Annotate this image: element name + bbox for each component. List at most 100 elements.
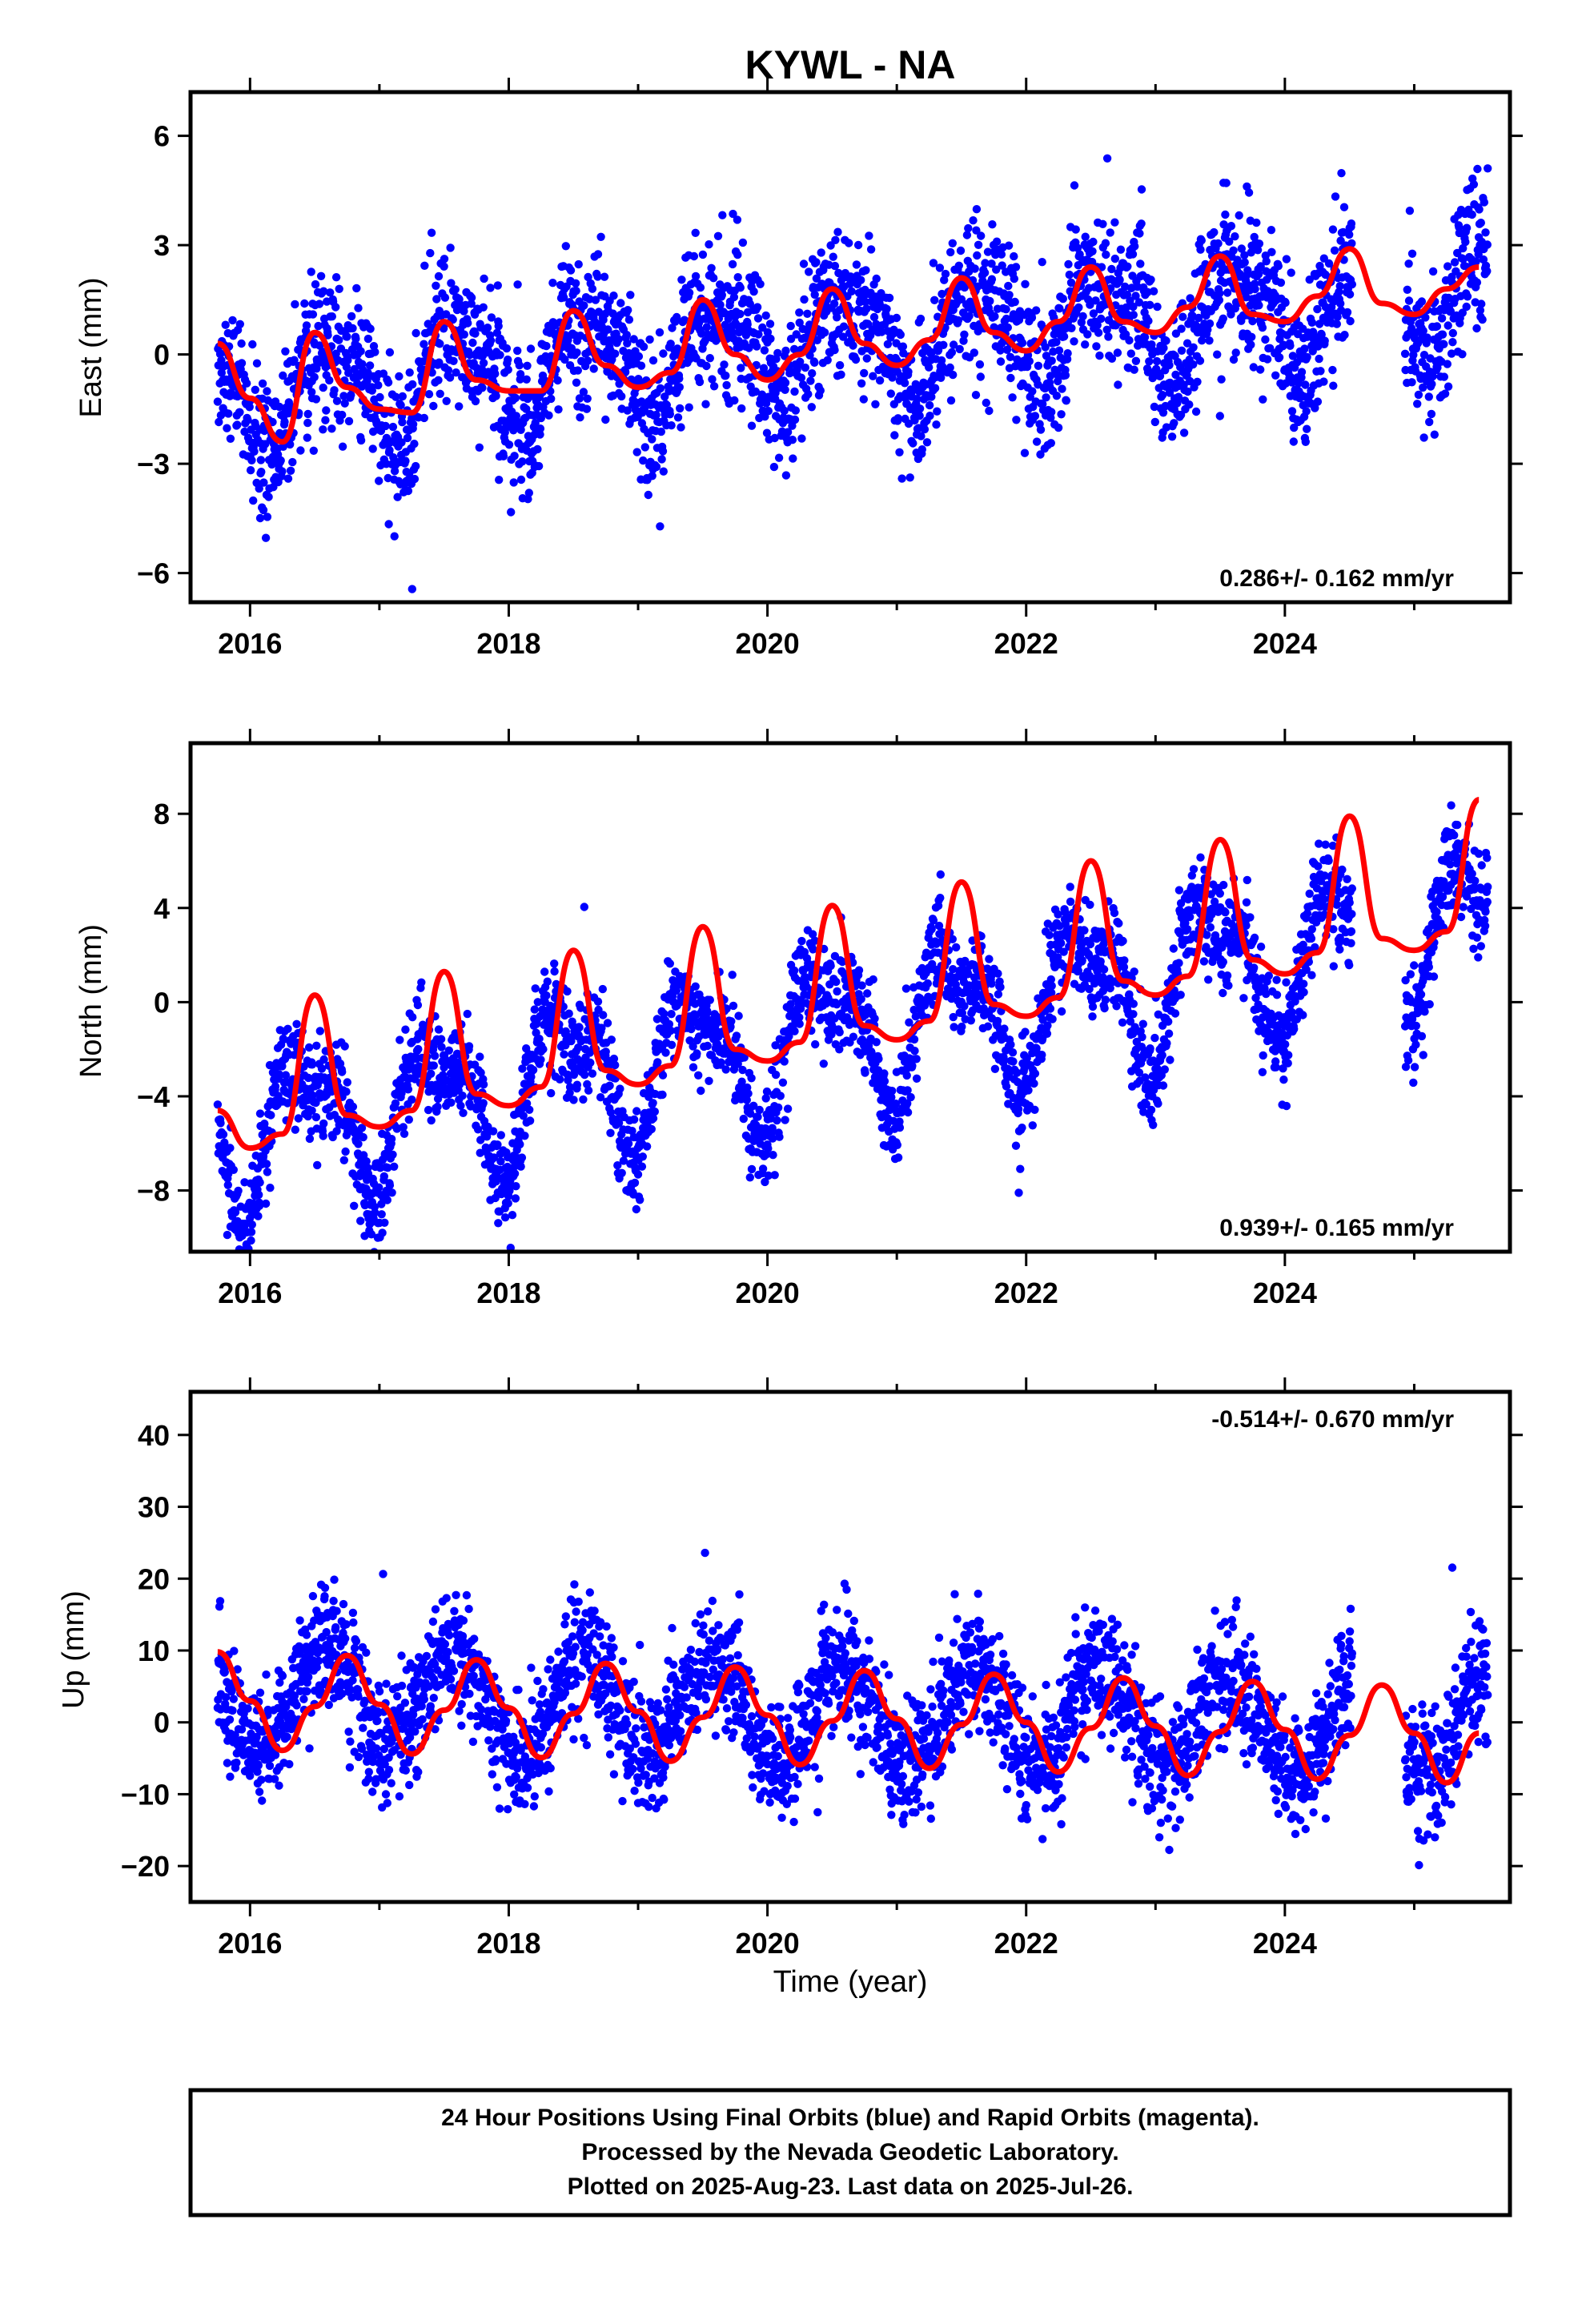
east-point [1288, 352, 1298, 360]
east-point [756, 279, 765, 288]
east-point [614, 335, 623, 344]
east-point [857, 275, 865, 284]
north-point [547, 1088, 556, 1098]
north-point [569, 1096, 578, 1104]
east-point [810, 290, 819, 300]
north-point [580, 903, 588, 911]
east-point [534, 461, 544, 471]
north-point [887, 1093, 896, 1102]
east-point [1176, 410, 1186, 420]
east-point [1014, 316, 1024, 324]
east-point [314, 321, 323, 331]
east-point [339, 392, 348, 400]
east-point [504, 440, 514, 449]
east-point [974, 282, 982, 291]
east-point [685, 403, 693, 412]
east-point [766, 334, 775, 344]
east-point [1106, 228, 1114, 237]
north-point [429, 1061, 438, 1070]
east-point [390, 532, 399, 541]
north-point [488, 1127, 498, 1136]
east-point [1107, 264, 1116, 274]
east-point [896, 330, 905, 340]
east-point [922, 438, 932, 447]
east-point [1313, 397, 1323, 406]
north-point [378, 1228, 387, 1237]
east-point [1462, 223, 1472, 232]
east-point [1441, 275, 1451, 285]
north-point [380, 1218, 389, 1228]
east-point [576, 413, 584, 422]
north-point [949, 1012, 958, 1022]
east-point [1328, 365, 1337, 375]
east-point [1256, 262, 1265, 271]
east-point [1189, 343, 1198, 352]
east-point [1081, 232, 1090, 241]
east-point [1081, 340, 1090, 349]
east-point [1153, 302, 1162, 312]
east-model-line [216, 246, 1480, 445]
east-point [1421, 313, 1430, 322]
east-point [806, 376, 815, 385]
east-point [356, 436, 366, 445]
east-point [1166, 378, 1174, 388]
east-point [890, 431, 899, 440]
east-point [969, 216, 978, 225]
east-point [1324, 259, 1334, 268]
east-point [1078, 312, 1087, 321]
east-point [997, 250, 1006, 259]
east-point [1036, 450, 1045, 459]
east-point [340, 399, 349, 408]
north-point [628, 1127, 636, 1136]
east-point [1237, 244, 1247, 253]
east-point [444, 366, 453, 375]
north-point [903, 1099, 912, 1108]
east-point [920, 424, 930, 434]
north-point [383, 1164, 392, 1172]
north-point [783, 1104, 793, 1113]
east-point [673, 312, 681, 322]
east-point [1274, 262, 1283, 271]
east-point [1247, 340, 1255, 349]
north-point [810, 936, 819, 945]
north-point [508, 1211, 517, 1220]
north-point [390, 1162, 399, 1172]
east-y-tick-label: 6 [154, 120, 170, 153]
east-point [657, 455, 666, 464]
north-point [312, 1041, 321, 1051]
north-point [910, 1047, 919, 1055]
east-point [959, 336, 968, 345]
east-point [705, 354, 714, 363]
north-point [808, 930, 817, 939]
north-point [629, 1115, 639, 1124]
north-point [964, 970, 973, 979]
north-point [705, 1076, 713, 1086]
east-point [659, 467, 668, 476]
east-point [475, 443, 484, 452]
north-point [271, 1082, 280, 1091]
east-point [823, 356, 832, 364]
north-point [584, 1086, 593, 1095]
north-point [771, 1070, 781, 1080]
east-point [1195, 356, 1205, 365]
north-point [419, 1021, 428, 1030]
east-point [247, 456, 256, 464]
east-point [1443, 262, 1452, 271]
east-point [812, 258, 821, 267]
east-point [243, 416, 252, 424]
east-point [754, 330, 763, 339]
north-point [240, 1219, 250, 1228]
north-point [909, 1035, 919, 1044]
east-point [412, 328, 420, 338]
east-point [1089, 309, 1098, 318]
east-point [518, 457, 527, 466]
east-point [900, 379, 909, 388]
north-point [459, 1108, 468, 1118]
east-point [221, 320, 230, 329]
east-point [833, 313, 841, 322]
east-point [381, 421, 390, 431]
east-point [1461, 237, 1470, 247]
east-point [1438, 330, 1447, 339]
east-point [1130, 242, 1139, 251]
north-point [255, 1109, 265, 1118]
